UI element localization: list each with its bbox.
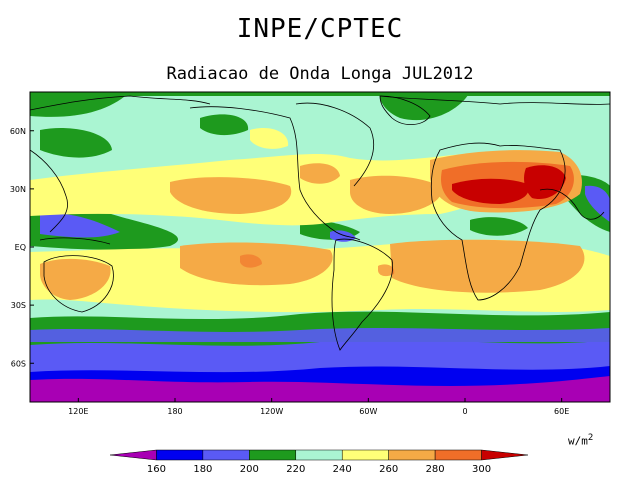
- lon-label: 120W: [260, 407, 283, 416]
- latitude-ticks: 60N 30N EQ 30S 60S: [10, 127, 34, 368]
- lat-label: EQ: [15, 243, 26, 252]
- lat-label: 30N: [10, 185, 26, 194]
- colorbar-level-label: 280: [426, 464, 445, 475]
- colorbar-level-label: 180: [193, 464, 212, 475]
- units-exponent: 2: [587, 433, 594, 443]
- lat-label: 30S: [11, 301, 26, 310]
- page-title: INPE/CPTEC: [236, 14, 404, 44]
- colorbar-swatch: [109, 449, 157, 461]
- lat-label: 60N: [10, 127, 26, 136]
- colorbar-level-label: 240: [333, 464, 352, 475]
- units-text: w/m: [568, 434, 588, 448]
- colorbar-level-label: 220: [286, 464, 305, 475]
- colorbar-swatch: [388, 449, 436, 461]
- colorbar: 160 180 200 220 240 260 280 300: [109, 449, 529, 475]
- colorbar-level-label: 300: [472, 464, 491, 475]
- lon-label: 0: [462, 407, 467, 416]
- longitude-ticks: 120E 180 120W 60W 0 60E: [68, 398, 569, 416]
- map-field: [30, 92, 610, 402]
- lat-label: 60S: [11, 359, 26, 368]
- coastlines: [30, 95, 610, 351]
- colorbar-swatch: [481, 449, 529, 461]
- colorbar-swatch: [434, 449, 482, 461]
- lon-label: 60E: [554, 407, 569, 416]
- colorbar-swatch: [295, 449, 343, 461]
- colorbar-level-label: 160: [147, 464, 166, 475]
- lon-label: 60W: [359, 407, 377, 416]
- lon-label: 120E: [68, 407, 88, 416]
- colorbar-swatch: [249, 449, 297, 461]
- colorbar-level-label: 200: [240, 464, 259, 475]
- lon-label: 180: [167, 407, 182, 416]
- colorbar-swatch: [341, 449, 389, 461]
- colorbar-level-label: 260: [379, 464, 398, 475]
- units-label: w/m2: [568, 433, 593, 448]
- colorbar-swatch: [156, 449, 204, 461]
- map-subtitle: Radiacao de Onda Longa JUL2012: [166, 64, 474, 84]
- colorbar-swatch: [202, 449, 250, 461]
